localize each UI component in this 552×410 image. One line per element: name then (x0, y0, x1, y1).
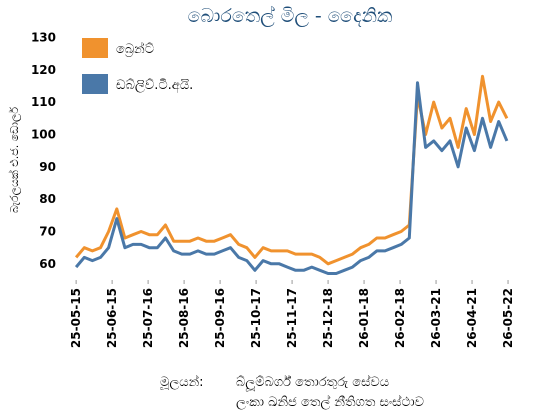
source-label: මූලයන්: (159, 374, 203, 390)
x-tick-label: 25-10-17 (249, 288, 263, 348)
source: බ්ලූම්බර්ග් තොරතුරු සේවය (236, 374, 389, 391)
x-tick-label: 26-01-18 (357, 288, 371, 348)
x-tick-label: 25-08-16 (177, 288, 191, 348)
legend-swatch (82, 74, 108, 94)
y-axis-label: බැරලයක් එ.ජ. ඩොලර් (7, 107, 22, 213)
legend-label: ඩබ්ලිව්.ටී.අයි. (116, 78, 193, 93)
y-tick-label: 70 (39, 224, 56, 238)
source: ලංකා ඛනිජ තෙල් නීතිගත සංස්ථාව (236, 394, 424, 410)
x-tick-label: 25-07-16 (141, 288, 155, 348)
line (74, 81, 509, 275)
x-tick-label: 26-03-21 (429, 288, 443, 348)
y-tick-label: 120 (31, 63, 56, 77)
y-tick-label: 130 (31, 30, 56, 44)
y-tick-label: 60 (39, 257, 56, 271)
legend-label: බ්‍රෙන්ට් (116, 41, 154, 57)
legend-swatch (82, 38, 108, 58)
y-tick-label: 90 (39, 160, 56, 174)
y-tick-label: 100 (31, 127, 56, 141)
line (74, 74, 509, 266)
x-tick-label: 25-05-15 (69, 288, 83, 348)
x-tick-label: 26-04-21 (465, 288, 479, 348)
x-tick-label: 25-11-17 (285, 288, 299, 348)
x-tick-label: 26-02-18 (393, 288, 407, 348)
x-tick-label: 25-09-16 (213, 288, 227, 348)
y-tick-label: 80 (39, 192, 56, 206)
chart-title: බොරතෙල් මිල - දෛනික (188, 5, 393, 27)
x-tick-label: 26-05-22 (501, 288, 515, 348)
x-tick-label: 25-12-18 (321, 288, 335, 348)
y-tick-label: 110 (31, 95, 56, 109)
x-tick-label: 25-06-15 (105, 288, 119, 348)
